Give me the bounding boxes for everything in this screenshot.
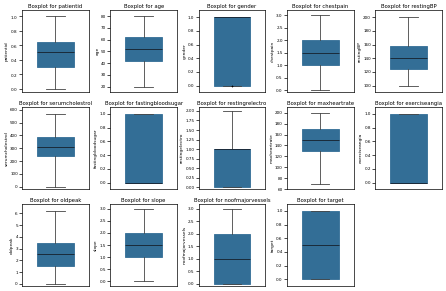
Title: Boxplot for fastingbloodsugar: Boxplot for fastingbloodsugar (105, 101, 183, 106)
Y-axis label: maxheartrate: maxheartrate (269, 133, 273, 163)
PathPatch shape (390, 46, 427, 68)
Y-axis label: fastingbloodsugar: fastingbloodsugar (94, 129, 98, 168)
Y-axis label: patientid: patientid (4, 42, 8, 61)
PathPatch shape (37, 42, 74, 67)
Y-axis label: restingelectro: restingelectro (180, 133, 184, 164)
PathPatch shape (125, 37, 162, 61)
Title: Boxplot for target: Boxplot for target (297, 198, 343, 203)
PathPatch shape (125, 233, 162, 257)
Y-axis label: target: target (271, 238, 275, 252)
Y-axis label: serumcholestrol: serumcholestrol (4, 131, 8, 166)
PathPatch shape (302, 211, 339, 279)
PathPatch shape (214, 17, 250, 86)
Y-axis label: restingBP: restingBP (358, 41, 362, 62)
Y-axis label: chestpain: chestpain (271, 41, 275, 62)
Y-axis label: age: age (95, 47, 99, 56)
Title: Boxplot for maxheartrate: Boxplot for maxheartrate (287, 101, 354, 106)
Title: Boxplot for patientid: Boxplot for patientid (28, 4, 83, 9)
PathPatch shape (214, 234, 250, 284)
Y-axis label: gender: gender (182, 43, 186, 59)
Title: Boxplot for exerciseangia: Boxplot for exerciseangia (375, 101, 442, 106)
Y-axis label: noofmajorvessels: noofmajorvessels (182, 226, 186, 264)
Title: Boxplot for age: Boxplot for age (124, 4, 164, 9)
PathPatch shape (125, 114, 162, 182)
Y-axis label: exerciseangia: exerciseangia (359, 133, 363, 163)
Title: Boxplot for serumcholestrol: Boxplot for serumcholestrol (19, 101, 92, 106)
PathPatch shape (302, 129, 339, 151)
Title: Boxplot for slope: Boxplot for slope (121, 198, 166, 203)
Y-axis label: slope: slope (94, 239, 98, 251)
PathPatch shape (37, 243, 74, 266)
Title: Boxplot for restingrelectro: Boxplot for restingrelectro (197, 101, 267, 106)
Title: Boxplot for chestpain: Boxplot for chestpain (292, 4, 348, 9)
Title: Boxplot for gender: Boxplot for gender (207, 4, 256, 9)
Title: Boxplot for noofmajorvessels: Boxplot for noofmajorvessels (194, 198, 270, 203)
Title: Boxplot for restingBP: Boxplot for restingBP (381, 4, 436, 9)
Title: Boxplot for oldpeak: Boxplot for oldpeak (30, 198, 81, 203)
PathPatch shape (37, 137, 74, 156)
Y-axis label: oldpeak: oldpeak (10, 236, 14, 254)
PathPatch shape (390, 114, 427, 182)
PathPatch shape (214, 149, 250, 187)
PathPatch shape (302, 40, 339, 65)
